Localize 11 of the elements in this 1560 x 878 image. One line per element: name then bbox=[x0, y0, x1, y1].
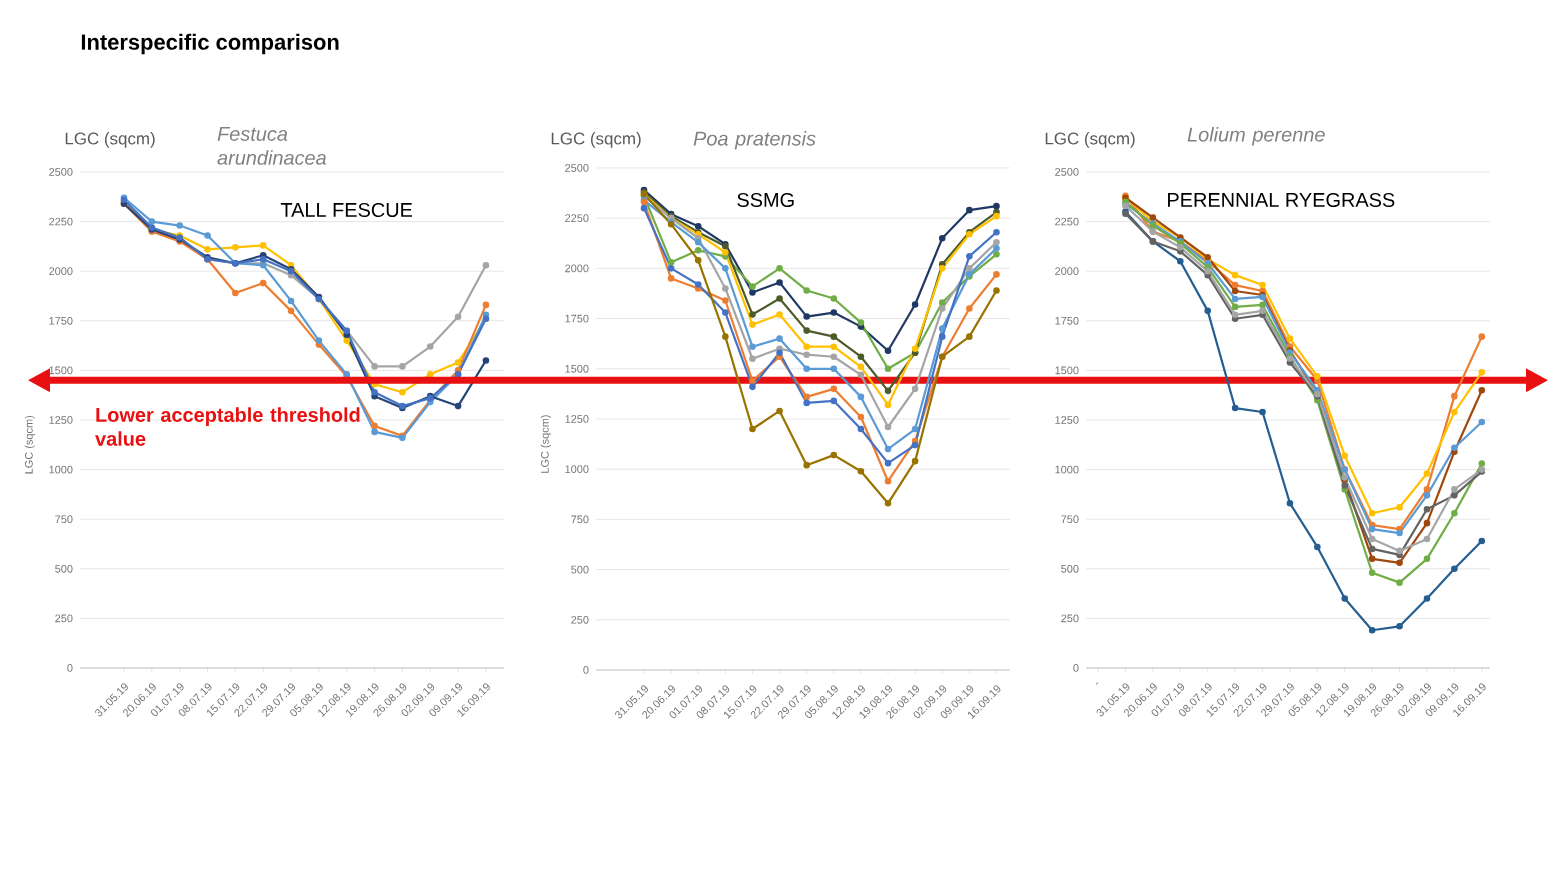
annotation: PERENNIAL RYEGRASS bbox=[1168, 192, 1395, 208]
text: LGC (sqcm) bbox=[65, 132, 155, 148]
ref-line-label: Lower acceptable threshold value bbox=[95, 407, 360, 446]
text: LGC (sqcm) bbox=[551, 132, 641, 148]
annotation: SSMG bbox=[737, 192, 794, 208]
chart-title: Poa pratensis bbox=[693, 131, 816, 150]
chart-title: Lolium perenne bbox=[1187, 127, 1325, 146]
text: Interspecific comparison bbox=[81, 33, 339, 55]
annotation: TALL FESCUE bbox=[280, 202, 413, 218]
chart-title: Festuca arundinacea bbox=[217, 127, 327, 165]
text: LGC (sqcm) bbox=[1045, 132, 1135, 148]
